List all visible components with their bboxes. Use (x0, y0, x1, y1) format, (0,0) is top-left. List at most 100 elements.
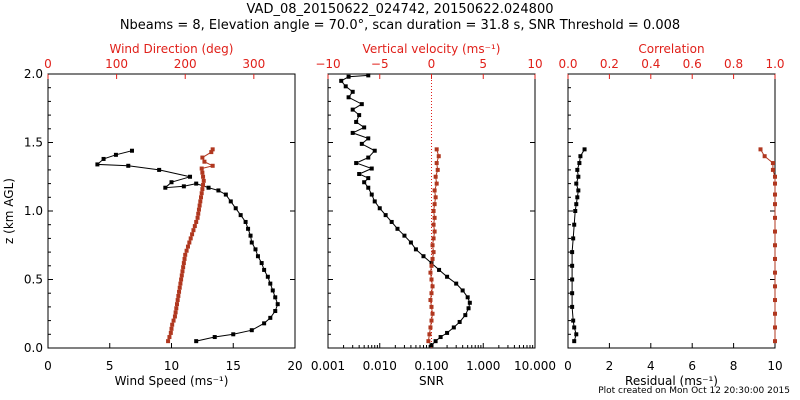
data-point-residual-top (770, 161, 775, 166)
data-point-wind-bottom (223, 192, 228, 197)
x-tick-label: 0.001 (311, 359, 345, 373)
data-point-snr-top (432, 229, 437, 234)
data-point-wind-top (177, 285, 182, 290)
data-point-wind-bottom (194, 181, 199, 186)
data-point-snr-bottom (467, 300, 472, 305)
data-point-residual-top (773, 284, 777, 289)
data-point-residual-bottom (570, 250, 575, 255)
data-point-wind-bottom (169, 180, 174, 185)
data-point-snr-bottom (413, 247, 418, 252)
data-point-snr-top (429, 304, 434, 309)
data-point-wind-top (200, 170, 205, 175)
data-point-wind-top (196, 207, 201, 212)
top-tick-label: 200 (174, 57, 197, 71)
top-tick-label: 300 (242, 57, 265, 71)
data-point-snr-top (430, 256, 435, 261)
data-point-wind-bottom (212, 335, 217, 340)
chart-title: VAD_08_20150622_024742, 20150622.024800 (246, 2, 554, 17)
data-point-snr-top (428, 325, 433, 330)
data-point-wind-bottom (248, 233, 253, 238)
data-point-wind-bottom (206, 185, 211, 190)
data-point-wind-bottom (265, 274, 270, 279)
data-point-wind-top (176, 293, 181, 298)
data-point-wind-top (191, 228, 196, 233)
data-point-residual-top (773, 174, 777, 179)
data-point-wind-bottom (181, 184, 186, 189)
data-point-residual-bottom (576, 174, 581, 179)
data-point-residual-top (773, 298, 777, 303)
data-point-wind-top (182, 256, 187, 261)
data-point-wind-top (190, 232, 195, 237)
x-axis-label: Wind Speed (ms⁻¹) (115, 374, 229, 388)
data-point-snr-bottom (451, 325, 456, 330)
data-point-wind-top (210, 163, 215, 168)
data-point-wind-bottom (101, 156, 106, 161)
data-point-wind-top (194, 219, 199, 224)
data-point-wind-top (210, 147, 215, 152)
data-point-wind-bottom (273, 295, 278, 300)
x-tick-label: 20 (287, 359, 302, 373)
data-point-snr-bottom (350, 130, 355, 135)
data-point-wind-bottom (249, 240, 254, 245)
y-tick-label: 0.5 (24, 273, 43, 287)
data-point-wind-bottom (270, 288, 275, 293)
top-tick-label: 0 (428, 57, 436, 71)
x-tick-label: 10.000 (514, 359, 556, 373)
top-tick-label: 0.2 (600, 57, 619, 71)
data-point-snr-bottom (369, 166, 374, 171)
data-point-snr-top (427, 332, 432, 337)
data-point-wind-top (184, 248, 189, 253)
data-point-wind-bottom (113, 152, 118, 157)
data-point-residual-bottom (574, 181, 579, 186)
plot-frame (47, 73, 296, 349)
data-point-residual-bottom (575, 167, 580, 172)
top-tick-label: −5 (371, 57, 389, 71)
panel-snr (327, 73, 536, 349)
data-point-residual-bottom (572, 325, 577, 330)
data-point-residual-top (773, 270, 777, 275)
panel-wind (47, 73, 296, 349)
data-point-snr-bottom (366, 176, 371, 181)
x-tick-label: 2 (606, 359, 614, 373)
top-axis-label: Vertical velocity (ms⁻¹) (363, 42, 501, 56)
data-point-wind-top (179, 273, 184, 278)
data-point-residual-top (773, 325, 777, 330)
data-point-residual-bottom (574, 332, 579, 337)
data-point-snr-bottom (359, 102, 364, 107)
data-point-wind-top (183, 252, 188, 257)
data-point-wind-top (174, 306, 179, 311)
plot-created-footer: Plot created on Mon Oct 12 20:30:00 2015 (598, 386, 790, 396)
data-point-snr-top (435, 167, 440, 172)
data-point-snr-bottom (357, 113, 362, 118)
data-point-wind-bottom (262, 321, 267, 326)
data-point-residual-bottom (570, 304, 575, 309)
data-point-wind-top (198, 199, 203, 204)
data-point-wind-bottom (157, 167, 162, 172)
data-point-residual-bottom (572, 222, 577, 227)
data-point-snr-bottom (454, 281, 459, 286)
data-point-snr-top (432, 215, 437, 220)
data-point-snr-bottom (350, 107, 355, 112)
data-point-residual-bottom (570, 277, 575, 282)
data-point-snr-bottom (369, 192, 374, 197)
data-point-residual-bottom (582, 147, 587, 152)
x-tick-label: 10 (767, 359, 782, 373)
data-point-snr-bottom (421, 254, 426, 259)
x-tick-label: 8 (730, 359, 738, 373)
top-tick-label: −10 (315, 57, 340, 71)
data-point-residual-bottom (574, 202, 579, 207)
data-point-wind-bottom (243, 219, 248, 224)
data-point-wind-bottom (275, 302, 280, 307)
data-point-snr-bottom (354, 161, 359, 166)
y-tick-label: 2.0 (24, 67, 43, 81)
data-point-residual-top (773, 256, 777, 261)
data-point-wind-bottom (255, 254, 260, 259)
panel-residual (567, 73, 777, 349)
data-point-snr-top (430, 243, 435, 248)
data-point-wind-top (195, 215, 200, 220)
data-point-snr-top (428, 298, 433, 303)
data-point-wind-top (185, 244, 190, 249)
data-point-snr-top (429, 291, 434, 296)
data-point-snr-top (429, 318, 434, 323)
data-point-wind-top (199, 195, 204, 200)
